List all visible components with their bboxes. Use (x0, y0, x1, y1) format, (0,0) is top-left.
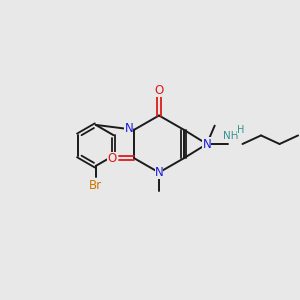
Text: H: H (237, 124, 244, 135)
Text: N: N (154, 166, 164, 179)
Text: N: N (202, 137, 211, 151)
Text: Br: Br (89, 179, 102, 192)
Text: N: N (202, 137, 211, 151)
Text: O: O (154, 84, 164, 97)
Text: O: O (107, 152, 117, 165)
Text: N: N (124, 122, 133, 135)
Text: NH: NH (223, 130, 239, 141)
